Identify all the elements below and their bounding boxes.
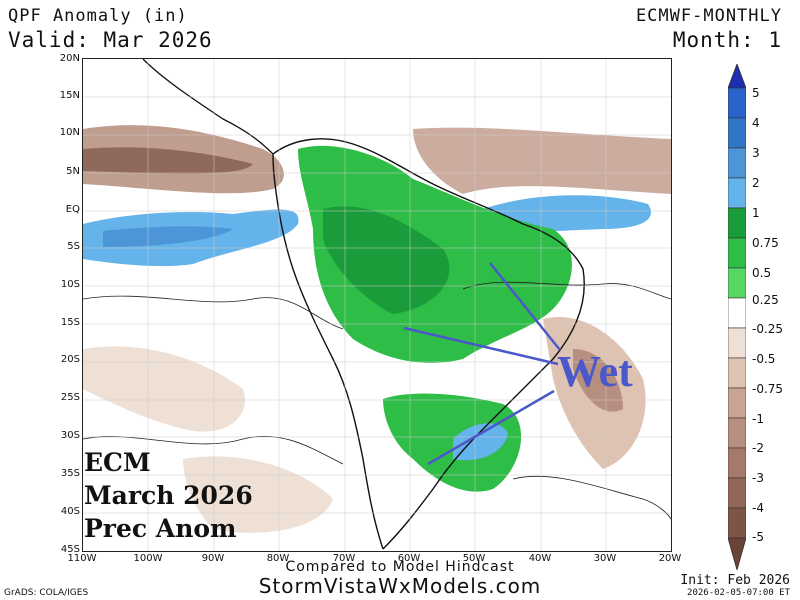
graticule (83, 59, 671, 551)
ecm-annotation: ECM March 2026 Prec Anom (84, 446, 253, 545)
lat-label-20n: 20N (59, 53, 80, 64)
lat-label-5n: 5N (66, 166, 80, 177)
colorbar-bin (727, 237, 747, 269)
footer-init-date: Init: Feb 2026 (680, 573, 790, 588)
dry-anomaly-subtropics (83, 346, 245, 432)
colorbar-label: 3 (752, 146, 760, 160)
colorbar-label: -1 (752, 412, 764, 426)
forecast-month: Month: 1 (672, 28, 782, 52)
colorbar-bin (727, 507, 747, 539)
lat-label-10n: 10N (59, 127, 80, 138)
lat-label-10s: 10S (60, 279, 80, 290)
contour-line (83, 295, 344, 330)
colorbar-bin (727, 177, 747, 209)
lon-label-50w: 50W (462, 553, 486, 564)
colorbar (727, 62, 747, 572)
colorbar-label: -0.75 (752, 382, 784, 396)
colorbar-bin (727, 87, 747, 119)
lat-label-15n: 15N (59, 90, 80, 101)
colorbar-label: 5 (752, 86, 760, 100)
lat-label-eq: EQ (65, 204, 80, 215)
lat-label-30s: 30S (60, 430, 80, 441)
colorbar-bin (727, 267, 747, 299)
precip-anomaly-map (82, 58, 672, 552)
ecm-line-3: Prec Anom (84, 514, 237, 543)
colorbar-bottom-triangle (727, 537, 747, 572)
lat-label-15s: 15S (60, 317, 80, 328)
contour-line (512, 475, 671, 520)
colorbar-label: 1 (752, 206, 760, 220)
dry-anomaly-atlantic-south-core (573, 349, 623, 412)
lat-label-35s: 35S (60, 468, 80, 479)
colorbar-bin (727, 207, 747, 239)
colorbar-label: -2 (752, 441, 764, 455)
dry-anomaly-atlantic-north (413, 127, 671, 194)
lon-label-100w: 100W (133, 553, 163, 564)
lat-label-20s: 20S (60, 354, 80, 365)
colorbar-bin (727, 117, 747, 149)
valid-date: Valid: Mar 2026 (8, 28, 213, 52)
colorbar-label: -3 (752, 471, 764, 485)
colorbar-label: 4 (752, 116, 760, 130)
colorbar-bin (727, 147, 747, 179)
contour-line (83, 435, 344, 465)
colorbar-bin (727, 297, 747, 329)
colorbar-bin (727, 357, 747, 389)
colorbar-bin (727, 387, 747, 419)
central-america-coastline (142, 59, 274, 155)
wet-anomaly-amazon-core (323, 206, 450, 314)
footer-compare-note: Compared to Model Hindcast (285, 559, 515, 575)
colorbar-label: -0.25 (752, 322, 784, 336)
colorbar-bin (727, 477, 747, 509)
lon-label-60w: 60W (397, 553, 421, 564)
lon-label-80w: 80W (266, 553, 290, 564)
map-title: QPF Anomaly (in) (8, 6, 188, 26)
wet-anomaly-pacific-eq-core (103, 226, 233, 247)
colorbar-top-triangle (727, 62, 747, 89)
lon-label-30w: 30W (593, 553, 617, 564)
lon-label-70w: 70W (332, 553, 356, 564)
colorbar-label: -5 (752, 530, 764, 544)
model-name: ECMWF-MONTHLY (635, 6, 782, 26)
colorbar-bin (727, 447, 747, 479)
lon-label-20w: 20W (658, 553, 682, 564)
colorbar-label: 0.5 (752, 266, 772, 280)
dry-anomaly-south-pacific (183, 456, 333, 533)
colorbar-bin (727, 327, 747, 359)
footer-timestamp: 2026-02-05-07:00 ET (687, 588, 790, 598)
colorbar-label: -0.5 (752, 352, 776, 366)
colorbar-label: 2 (752, 176, 760, 190)
lat-label-40s: 40S (60, 506, 80, 517)
colorbar-label: -4 (752, 501, 764, 515)
ecm-line-1: ECM (84, 448, 151, 477)
lon-label-110w: 110W (67, 553, 97, 564)
lat-label-25s: 25S (60, 392, 80, 403)
footer-credit: GrADS: COLA/IGES (4, 588, 89, 598)
lat-label-45s: 45S (60, 544, 80, 555)
colorbar-bin (727, 417, 747, 449)
dry-anomaly-pacific-north-core (83, 147, 253, 174)
lon-label-90w: 90W (201, 553, 225, 564)
footer-site-name: StormVistaWxModels.com (258, 574, 542, 598)
ecm-line-2: March 2026 (84, 481, 253, 510)
colorbar-label: 0.75 (752, 236, 779, 250)
colorbar-label: 0.25 (752, 293, 779, 307)
lat-label-5s: 5S (67, 241, 80, 252)
wet-label: Wet (557, 347, 633, 396)
lon-label-40w: 40W (528, 553, 552, 564)
